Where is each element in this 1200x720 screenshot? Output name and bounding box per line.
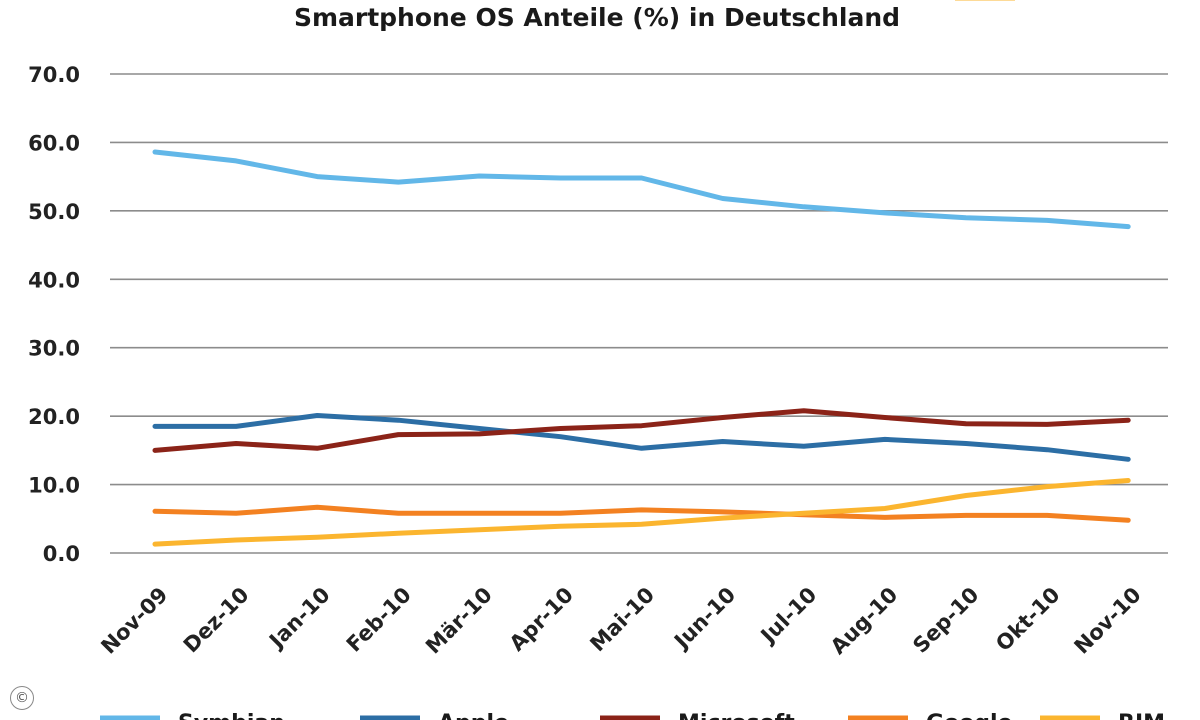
y-tick-label: 60.0	[28, 131, 80, 155]
x-tick-label: Aug-10	[826, 583, 903, 660]
x-tick-label: Jan-10	[263, 583, 334, 654]
y-tick-label: 40.0	[28, 268, 80, 292]
x-tick-label: Nov-10	[1070, 583, 1146, 659]
copyright-icon: ©	[10, 686, 34, 710]
series-lines	[152, 149, 1131, 547]
legend-label: Google	[926, 711, 1013, 720]
x-tick-label: Feb-10	[342, 583, 416, 657]
x-tick-labels: Nov-09 Dez-10 Jan-10 Feb-10 Mär-10 Apr-10 Mai-…	[96, 583, 1145, 660]
y-tick-label: 20.0	[28, 405, 80, 429]
x-tick-label: Okt-10	[991, 583, 1064, 656]
series-line-apple	[152, 413, 1131, 462]
legend-label: Microsoft	[678, 711, 795, 720]
x-tick-label: Jul-10	[755, 583, 821, 649]
y-tick-label: 70.0	[28, 63, 80, 87]
x-tick-label: Dez-10	[179, 583, 254, 658]
x-tick-label: Apr-10	[505, 583, 578, 656]
chart-title: Smartphone OS Anteile (%) in Deutschland	[294, 3, 900, 32]
legend-label: Apple	[438, 711, 509, 720]
y-tick-label: 0.0	[43, 542, 80, 566]
series-line-rim	[152, 478, 1131, 547]
series-line-google	[152, 504, 1131, 523]
x-tick-label: Nov-09	[96, 583, 172, 659]
y-tick-labels: 0.0 10.0 20.0 30.0 40.0 50.0 60.0 70.0	[28, 63, 80, 566]
y-tick-label: 30.0	[28, 337, 80, 361]
x-tick-label: Sep-10	[908, 583, 983, 658]
y-tick-label: 50.0	[28, 200, 80, 224]
x-tick-label: Jun-10	[668, 583, 740, 655]
x-tick-label: Mai-10	[585, 583, 659, 657]
series-line-microsoft	[152, 408, 1131, 453]
y-tick-label: 10.0	[28, 474, 80, 498]
legend-label: RIM	[1118, 711, 1165, 720]
gridlines	[110, 73, 1168, 554]
legend-label: Symbian	[178, 711, 285, 720]
series-line-symbian	[152, 149, 1131, 230]
x-tick-label: Mär-10	[421, 583, 497, 659]
legend: Symbian Apple Microsoft Google RIM	[100, 0, 1165, 720]
